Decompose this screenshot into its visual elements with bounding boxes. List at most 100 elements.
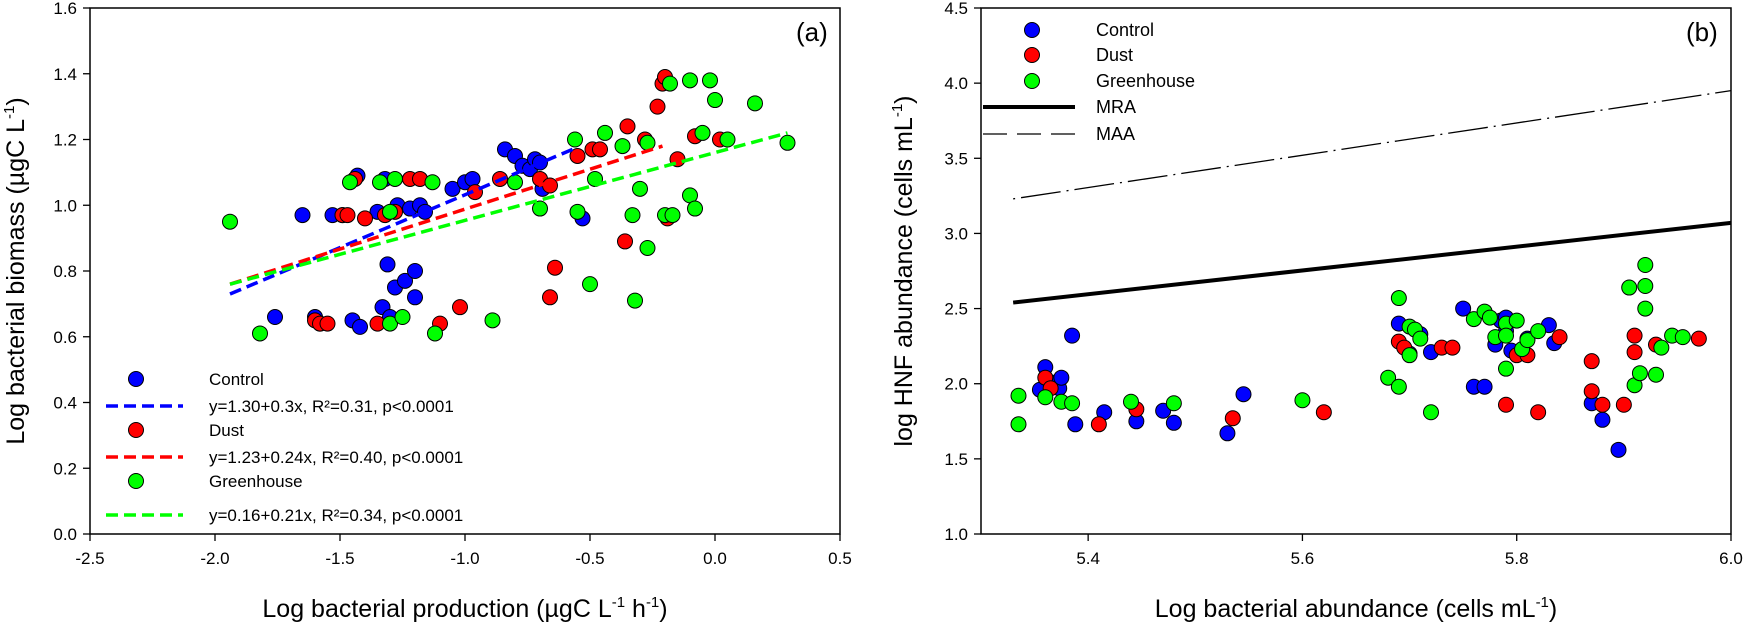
legend-b-control-marker	[1024, 22, 1040, 38]
panel-b-legend: Control Dust Greenhouse MRA MAA	[983, 20, 1195, 144]
panel-b-dust-point	[1224, 410, 1241, 427]
panel-a-greenhouse-point	[382, 315, 398, 332]
panel-b-greenhouse-point	[1631, 365, 1648, 382]
panel-b-dust-point	[1690, 330, 1707, 347]
panel-b-dust-point	[1583, 353, 1600, 370]
panel-b-dust-point	[1594, 396, 1611, 413]
panel-a-greenhouse-point	[682, 72, 698, 89]
panel-b-greenhouse-point	[1498, 360, 1514, 377]
panel-a-greenhouse-point	[719, 131, 736, 148]
panel-b-y-tick-label: 1.5	[944, 450, 968, 469]
panel-a-greenhouse-point	[702, 72, 718, 89]
panel-a-control-point	[407, 289, 423, 306]
legend-b-dust-marker	[1024, 47, 1040, 63]
panel-a-greenhouse-point	[387, 170, 403, 187]
panel-b-chart: 5.4 5.6 5.8 6.0 1.0 1.5 2.0 2.5 3.0 3.5 4.0 4.5 (b…	[889, 0, 1743, 623]
panel-b-label: (b)	[1686, 17, 1718, 47]
panel-b-greenhouse-point	[1519, 332, 1536, 349]
panel-a-dust-point	[592, 141, 608, 158]
panel-a-greenhouse-point	[582, 276, 598, 293]
panel-a-greenhouse-point	[614, 138, 631, 155]
panel-b-control-point	[1219, 425, 1236, 442]
panel-b-dust-point	[1090, 416, 1107, 433]
legend-b-dust-label: Dust	[1096, 45, 1133, 65]
panel-a-greenhouse-point	[507, 174, 523, 191]
panel-b-y-tick-label: 3.5	[944, 149, 968, 168]
panel-b-greenhouse-point	[1165, 395, 1182, 412]
panel-b-y-tick-label: 1.0	[944, 525, 968, 544]
panel-a-greenhouse-fit-line	[229, 131, 788, 286]
legend-a-dust-label: Dust	[209, 421, 244, 440]
panel-a-control-point	[407, 263, 423, 279]
legend-a-control-fit-label: y=1.30+0.3x, R²=0.31, p<0.0001	[209, 397, 454, 416]
panel-b-greenhouse-point	[1064, 395, 1081, 412]
panel-a-x-tick-label: 0.5	[828, 549, 852, 568]
panel-a-greenhouse-point	[532, 200, 548, 217]
legend-a-greenhouse-marker	[128, 473, 144, 489]
panel-a-dust-point	[542, 177, 558, 194]
panel-a-y-tick-label: 0.6	[53, 328, 77, 347]
legend-a-dust-fit-label: y=1.23+0.24x, R²=0.40, p<0.0001	[209, 448, 463, 467]
panel-b-control-point	[1053, 369, 1070, 386]
panel-b-greenhouse-point	[1423, 404, 1439, 421]
panel-b-x-tick-label: 5.6	[1291, 549, 1315, 568]
panel-b-control-point	[1235, 386, 1252, 403]
panel-a-greenhouse-point	[779, 134, 796, 151]
panel-b-greenhouse-point	[1508, 312, 1525, 329]
panel-b-x-tick-label: 5.8	[1505, 549, 1529, 568]
panel-a-dust-point	[319, 315, 336, 332]
panel-b-greenhouse-point	[1498, 327, 1514, 344]
panel-a-control-point	[397, 272, 413, 289]
panel-a-dust-point	[649, 98, 666, 115]
panel-a-dust-point	[452, 299, 468, 316]
panel-a-greenhouse-point	[569, 203, 586, 220]
legend-b-greenhouse-label: Greenhouse	[1096, 71, 1195, 91]
panel-a-x-tick-label: -1.0	[450, 549, 479, 568]
panel-b-y-tick-label: 2.0	[944, 375, 968, 394]
panel-a-greenhouse-point	[627, 292, 643, 309]
panel-a-y-tick-label: 0.4	[53, 394, 77, 413]
panel-a-legend: Control y=1.30+0.3x, R²=0.31, p<0.0001 D…	[106, 370, 463, 525]
panel-b-greenhouse-point	[1637, 300, 1654, 317]
panel-b-y-axis-title: log HNF abundance (cells mL-1)	[889, 96, 918, 447]
panel-a-dust-point	[357, 210, 373, 227]
panel-a-y-tick-label: 0.2	[53, 459, 77, 478]
panel-b-greenhouse-point	[1010, 387, 1027, 404]
panel-a-plot-frame	[89, 7, 841, 535]
panel-b-greenhouse-point	[1637, 256, 1654, 273]
legend-b-mra-label: MRA	[1096, 97, 1136, 117]
panel-a-control-point	[532, 154, 548, 171]
panel-a-control-point	[379, 256, 396, 273]
panel-a-greenhouse-point	[427, 325, 443, 342]
panel-a-dust-point	[569, 147, 586, 164]
panel-b-dust-point	[1626, 344, 1643, 361]
panel-a-y-axis: 0.0 0.2 0.4 0.6 0.8 1.0 1.2 1.4 1.6	[53, 0, 90, 544]
panel-b-y-tick-label: 2.5	[944, 300, 968, 319]
panel-a-y-tick-label: 1.4	[53, 65, 77, 84]
panel-a-x-tick-label: -1.5	[325, 549, 354, 568]
panel-b-greenhouse-point	[1412, 330, 1429, 347]
panel-a-greenhouse-point	[694, 124, 711, 141]
panel-b-plot-frame	[980, 7, 1732, 535]
legend-a-dust-marker	[128, 422, 144, 438]
panel-b-greenhouse-point	[1648, 366, 1664, 383]
panel-b-marks	[1010, 90, 1732, 458]
panel-a-control-point	[267, 309, 283, 326]
panel-b-greenhouse-point	[1380, 369, 1397, 386]
panel-a-control-point	[352, 318, 368, 335]
panel-b-mra-line	[1012, 220, 1732, 305]
panel-a-dust-fit-line	[229, 144, 664, 286]
panel-b-control-point	[1610, 441, 1627, 458]
panel-b-greenhouse-point	[1621, 279, 1638, 296]
panel-b-control-point	[1476, 378, 1493, 395]
panel-b-greenhouse-point	[1481, 309, 1498, 326]
panel-a-x-tick-label: -2.0	[200, 549, 229, 568]
legend-a-control-label: Control	[209, 370, 264, 389]
panel-a-y-tick-label: 0.8	[53, 262, 77, 281]
panel-b-greenhouse-point	[1674, 329, 1691, 346]
panel-a-greenhouse-point	[424, 174, 441, 191]
panel-a-dust-point	[619, 118, 636, 135]
panel-b-dust-point	[1315, 404, 1332, 421]
panel-a-greenhouse-point	[632, 180, 648, 197]
panel-a-x-axis: -2.5 -2.0 -1.5 -1.0 -0.5 0.0 0.5	[75, 534, 852, 568]
